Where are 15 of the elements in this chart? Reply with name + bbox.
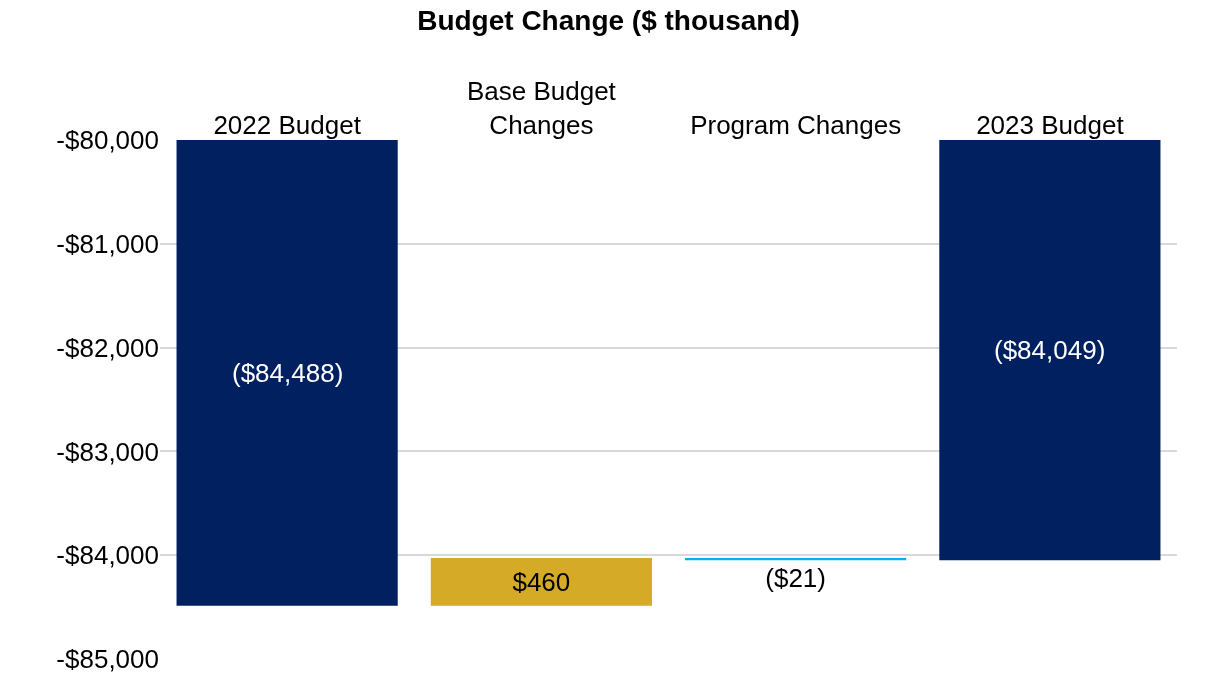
x-tick-label: Program Changes	[690, 109, 902, 140]
y-tick-label: -$80,000	[56, 125, 159, 156]
data-label: ($21)	[765, 563, 826, 594]
y-tick-label: -$85,000	[56, 644, 159, 675]
data-label: $460	[512, 566, 571, 597]
x-tick-label: 2022 Budget	[213, 109, 362, 140]
x-tick-label: 2023 Budget	[976, 109, 1125, 140]
y-tick-label: -$82,000	[56, 332, 159, 363]
x-tick-label: Base Budget Changes	[466, 76, 617, 140]
chart-title: Budget Change ($ thousand)	[417, 4, 800, 36]
data-label: ($84,049)	[994, 335, 1106, 365]
y-tick-label: -$83,000	[56, 436, 159, 467]
data-label: ($84,488)	[232, 358, 344, 388]
y-tick-label: -$84,000	[56, 540, 159, 571]
y-tick-label: -$81,000	[56, 228, 159, 259]
